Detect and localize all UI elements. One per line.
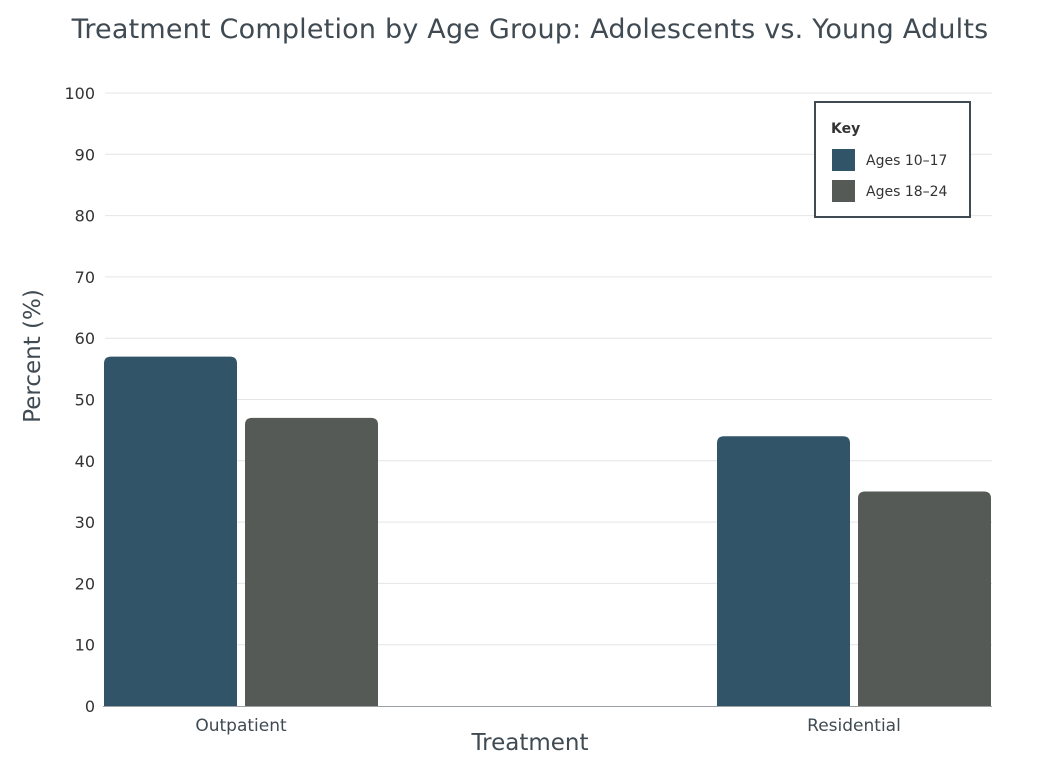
y-tick-label: 0	[85, 697, 95, 716]
y-axis-title: Percent (%)	[20, 289, 46, 423]
bar	[717, 436, 850, 706]
x-axis-title: Treatment	[470, 730, 588, 756]
y-tick-label: 30	[75, 513, 95, 532]
legend-items: Ages 10–17 Ages 18–24	[832, 149, 948, 202]
legend-title: Key	[831, 121, 860, 137]
legend-label: Ages 18–24	[866, 184, 948, 200]
y-tick-label: 40	[75, 452, 95, 471]
y-tick-label: 70	[75, 268, 95, 287]
y-tick-label: 60	[75, 329, 95, 348]
y-tick-label: 20	[75, 574, 95, 593]
y-tick-label: 80	[75, 207, 95, 226]
bar	[104, 356, 237, 706]
legend-label: Ages 10–17	[866, 153, 947, 169]
legend-swatch	[832, 149, 855, 171]
bar	[245, 417, 378, 706]
y-tick-label: 50	[75, 391, 95, 410]
legend-swatch	[832, 180, 855, 202]
y-tick-label: 10	[75, 636, 95, 655]
bar	[858, 491, 991, 706]
x-tick-label: Residential	[807, 716, 901, 736]
legend: Key Ages 10–17 Ages 18–24	[814, 101, 971, 218]
y-tick-label: 100	[64, 84, 95, 103]
bars	[104, 356, 991, 706]
x-tick-label: Outpatient	[195, 716, 287, 736]
y-axis-ticks: 0 10 20 30 40 50 60 70 80 90 100	[64, 84, 95, 716]
chart-title: Treatment Completion by Age Group: Adole…	[71, 14, 989, 45]
y-tick-label: 90	[75, 145, 95, 164]
x-axis-categories: Outpatient Residential	[195, 716, 900, 736]
